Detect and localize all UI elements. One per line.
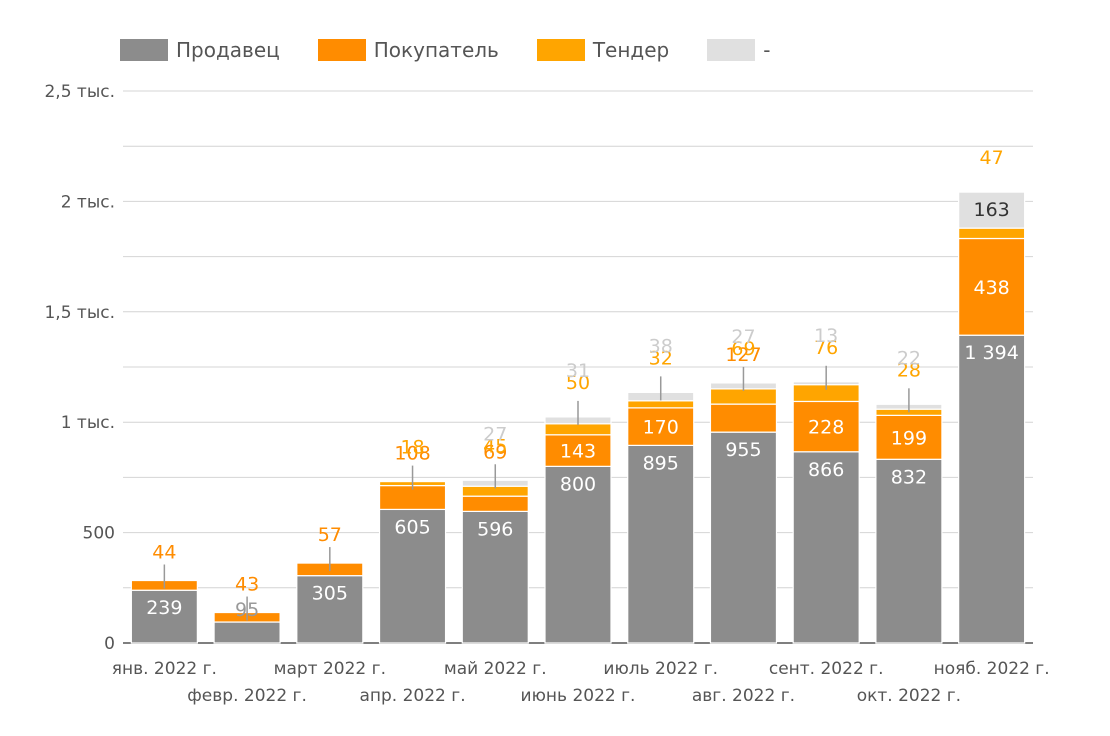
data-label: 28 [897,359,921,381]
bar-segment [875,414,943,460]
legend-label-seller: Продавец [176,38,280,62]
x-tick-label: нояб. 2022 г. [934,659,1050,679]
data-label: 305 [312,583,348,605]
data-label: 596 [477,518,513,540]
bar-segment [709,431,778,644]
bar-segment [296,575,364,644]
legend-swatch-seller [120,39,168,61]
data-label: 47 [980,147,1004,169]
data-label: 18 [400,437,424,459]
data-label: 127 [725,344,761,366]
bar-segment [958,227,1026,240]
x-tick-label: янв. 2022 г. [112,659,217,679]
data-label: 955 [725,439,761,461]
legend-swatch-other [707,39,756,61]
y-tick-label: 1 тыс. [61,413,115,433]
bar-segment [709,403,778,433]
chart-legend: Продавец Покупатель Тендер - [120,38,808,62]
bar-segment [875,458,943,644]
data-label: 800 [560,473,596,495]
legend-item-tender[interactable]: Тендер [536,38,670,62]
x-tick-label: май 2022 г. [444,659,547,679]
data-label: 866 [808,459,844,481]
data-label: 44 [152,542,176,564]
data-label: 32 [649,347,673,369]
legend-label-buyer: Покупатель [373,38,499,62]
bar-segment [544,423,612,436]
data-label: 239 [146,597,182,619]
data-label: 43 [235,574,259,596]
y-tick-label: 2,5 тыс. [44,82,115,102]
bar-segment [958,334,1026,644]
bar-segment [461,510,529,644]
bar-segment [958,191,1026,229]
data-label: 50 [566,372,590,394]
bar-segment [544,434,612,467]
data-label: 163 [974,199,1010,221]
data-label: 143 [560,441,596,463]
bar-segment [461,495,529,513]
legend-item-seller[interactable]: Продавец [120,38,280,62]
data-label: 438 [974,277,1010,299]
bar-segment [627,400,695,409]
data-label: 22 [897,347,921,369]
x-tick-label: июнь 2022 г. [521,686,636,706]
data-label: 1 394 [964,342,1018,364]
data-label: 170 [643,417,679,439]
data-label: 228 [808,417,844,439]
data-label: 69 [731,338,755,360]
legend-swatch-tender [536,39,585,61]
x-tick-label: окт. 2022 г. [857,686,961,706]
bar-segment [213,621,281,644]
legend-swatch-buyer [317,39,366,61]
legend-label-other: - [763,38,771,62]
data-label: 199 [891,427,927,449]
x-tick-label: сент. 2022 г. [769,659,884,679]
bar-segment [130,589,198,644]
legend-item-other[interactable]: - [707,38,770,62]
bar-segment [627,407,695,446]
data-label: 76 [814,337,838,359]
data-label: 57 [318,524,342,546]
data-label: 832 [891,466,927,488]
x-tick-label: февр. 2022 г. [187,686,307,706]
y-tick-label: 500 [83,524,115,544]
data-label: 895 [643,452,679,474]
data-label: 27 [483,423,507,445]
data-label: 31 [566,360,590,382]
y-tick-label: 1,5 тыс. [44,303,115,323]
data-label: 13 [814,325,838,347]
data-label: 69 [483,441,507,463]
y-tick-label: 0 [104,634,115,654]
x-tick-label: авг. 2022 г. [692,686,795,706]
x-tick-label: март 2022 г. [274,659,386,679]
bar-segment [709,388,778,405]
x-tick-label: июль 2022 г. [603,659,718,679]
bar-segment [792,400,860,453]
x-tick-label: апр. 2022 г. [359,686,465,706]
bar-segment [544,465,612,644]
data-label: 45 [483,435,507,457]
legend-item-buyer[interactable]: Покупатель [317,38,499,62]
bar-segment [792,451,860,644]
bar-segment [627,444,695,644]
data-label: 27 [731,326,755,348]
data-label: 108 [394,443,430,465]
y-tick-label: 2 тыс. [61,192,115,212]
data-label: 38 [649,335,673,357]
data-label: 605 [394,516,430,538]
legend-label-tender: Тендер [592,38,670,62]
